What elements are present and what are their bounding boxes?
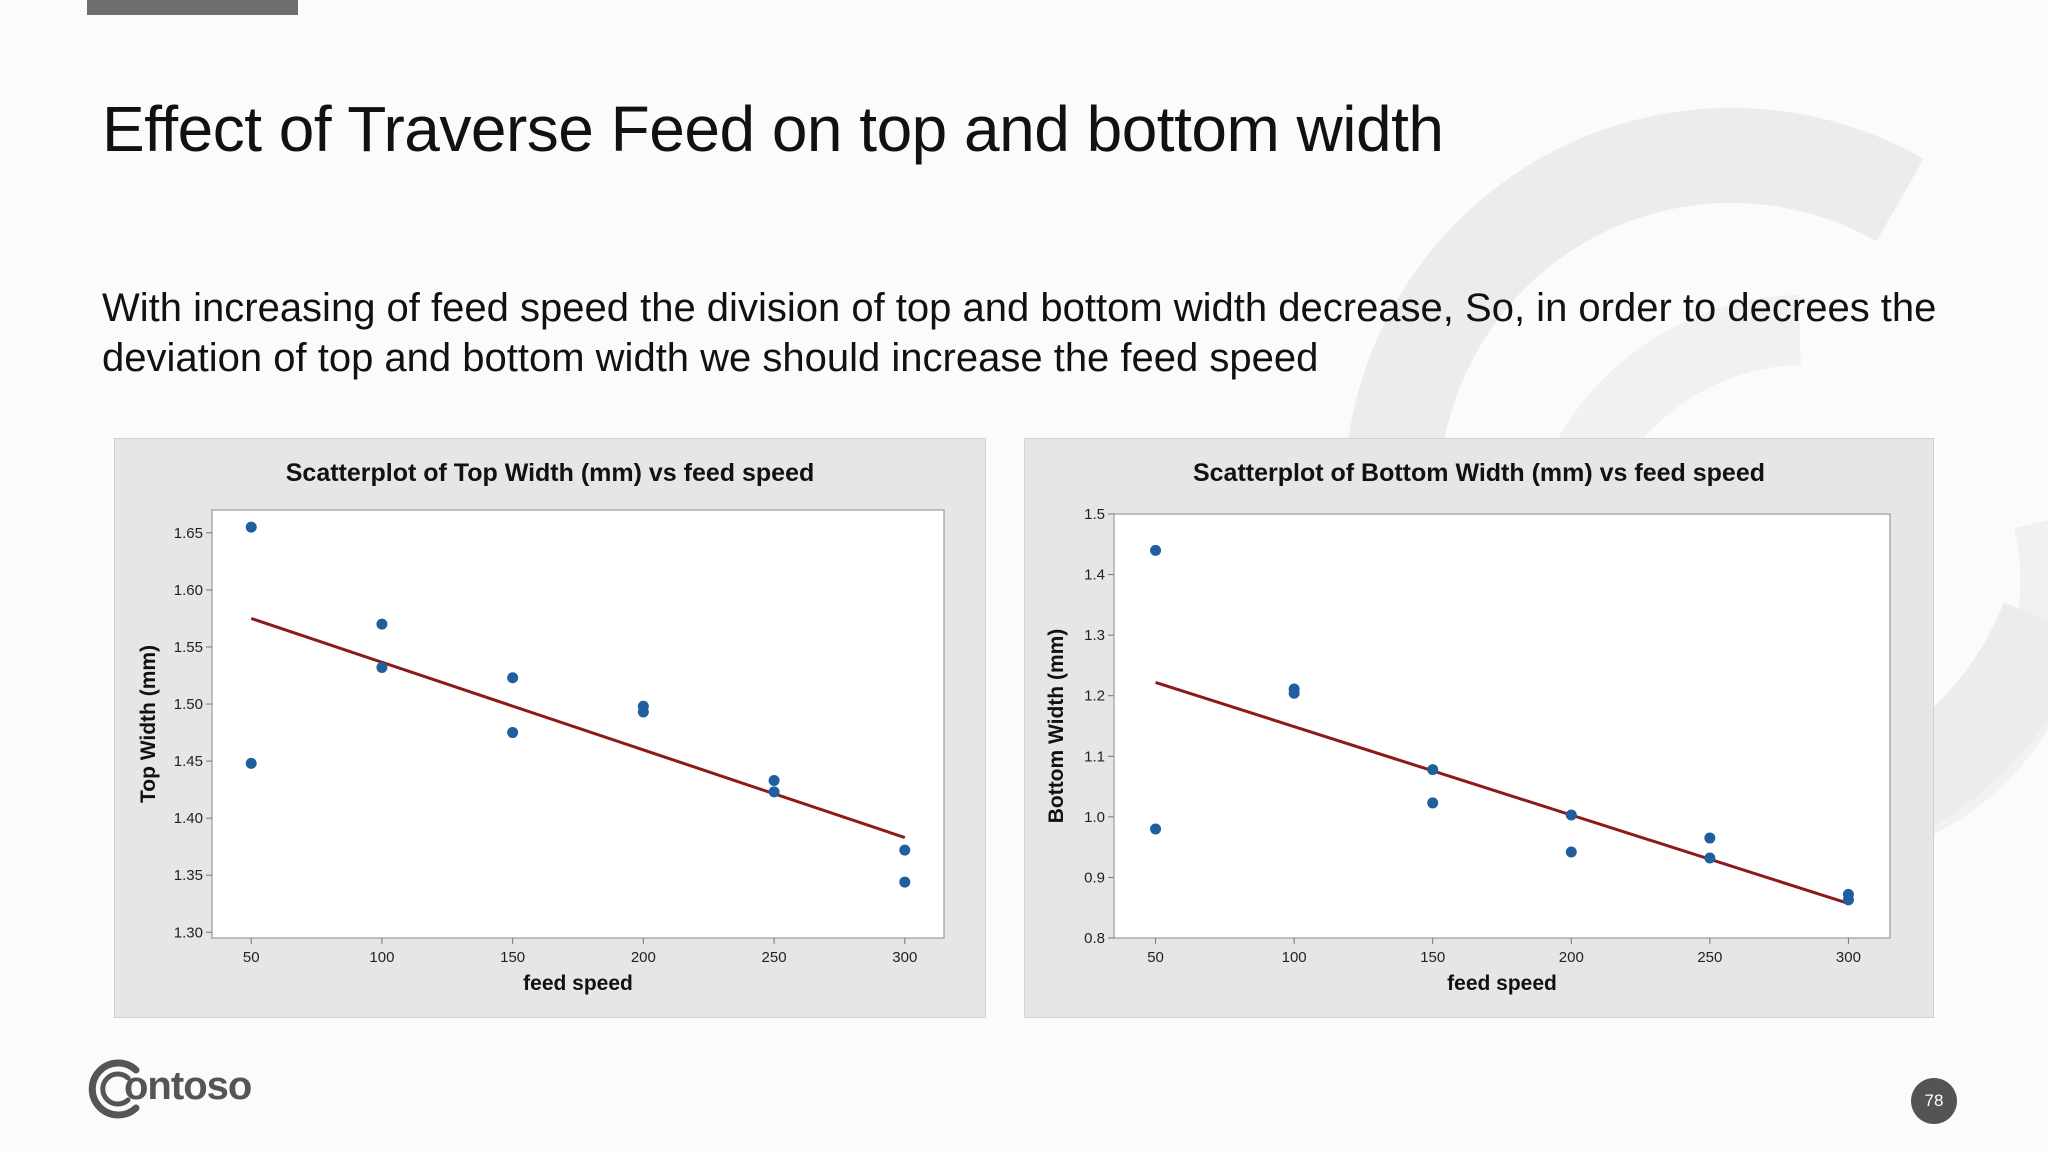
y-tick-label: 1.55 [174,639,203,656]
slide-body-text: With increasing of feed speed the divisi… [102,286,1937,380]
y-tick-label: 1.65 [174,525,203,542]
data-point [376,662,388,674]
data-point [768,774,780,786]
x-tick-label: 200 [631,949,656,966]
data-point [507,727,519,739]
x-tick-label: 250 [762,949,787,966]
page-number-badge: 78 [1911,1078,1957,1124]
x-tick-label: 150 [500,949,525,966]
y-tick-label: 0.9 [1084,869,1105,886]
data-point [1704,832,1716,844]
fit-line [250,617,906,839]
data-point [1427,764,1439,776]
bottom-width-chart-panel: Scatterplot of Bottom Width (mm) vs feed… [1024,438,1934,1018]
y-tick-label: 1.60 [174,582,203,599]
bottom-width-scatterplot: Scatterplot of Bottom Width (mm) vs feed… [1045,459,1891,995]
data-point [1427,797,1439,809]
y-tick-label: 1.2 [1084,688,1105,705]
data-point [1150,823,1162,835]
data-point [1288,687,1300,699]
y-tick-label: 1.35 [174,867,203,884]
logo-wordmark: ontoso [124,1064,252,1108]
data-point [1565,846,1577,858]
x-tick-label: 50 [243,949,260,966]
x-tick-label: 100 [369,949,394,966]
plot-area [211,509,945,939]
y-tick-label: 1.30 [174,924,203,941]
contoso-c-logo-icon [88,1059,140,1119]
header-tab-bar [87,0,298,15]
contoso-logo: ontoso [84,1054,264,1124]
data-point [637,706,649,718]
data-point [245,521,257,533]
x-tick-label: 300 [1836,949,1861,966]
x-tick-label: 300 [892,949,917,966]
data-point [1842,894,1854,906]
x-tick-label: 150 [1420,949,1445,966]
y-tick-label: 1.50 [174,696,203,713]
data-point [1704,852,1716,864]
y-tick-label: 1.0 [1084,809,1105,826]
fit-line [1155,680,1849,905]
y-tick-label: 1.45 [174,753,203,770]
x-tick-label: 250 [1697,949,1722,966]
y-axis-label: Top Width (mm) [137,645,160,803]
x-tick-label: 200 [1559,949,1584,966]
data-point [245,757,257,769]
x-tick-label: 50 [1147,949,1164,966]
top-width-scatterplot: Scatterplot of Top Width (mm) vs feed sp… [137,459,945,995]
data-point [507,672,519,684]
data-point [1150,544,1162,556]
y-tick-label: 1.40 [174,810,203,827]
data-point [899,844,911,856]
x-axis-label: feed speed [523,972,633,995]
y-tick-label: 1.5 [1084,506,1105,523]
data-point [899,876,911,888]
chart-title: Scatterplot of Bottom Width (mm) vs feed… [1193,459,1765,487]
y-tick-label: 0.8 [1084,930,1105,947]
chart-title: Scatterplot of Top Width (mm) vs feed sp… [286,459,815,487]
plot-area [1113,513,1891,939]
x-axis-label: feed speed [1447,972,1557,995]
y-tick-label: 1.4 [1084,567,1105,584]
y-tick-label: 1.1 [1084,748,1105,765]
x-tick-label: 100 [1282,949,1307,966]
data-point [1565,809,1577,821]
top-width-chart-panel: Scatterplot of Top Width (mm) vs feed sp… [114,438,986,1018]
slide-title: Effect of Traverse Feed on top and botto… [102,93,1444,165]
y-tick-label: 1.3 [1084,627,1105,644]
data-point [768,786,780,798]
y-axis-label: Bottom Width (mm) [1045,629,1068,824]
data-point [376,618,388,630]
